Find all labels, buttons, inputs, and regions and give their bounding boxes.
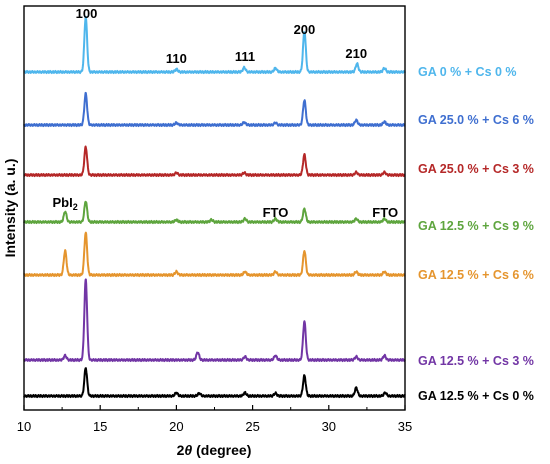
series-label: GA 12.5 % + Cs 9 %: [418, 219, 534, 233]
series-label: GA 25.0 % + Cs 6 %: [418, 113, 534, 127]
peak-annotation: FTO: [263, 205, 289, 220]
series-label: GA 12.5 % + Cs 6 %: [418, 268, 534, 282]
x-tick-label: 30: [322, 419, 336, 434]
x-tick-label: 20: [169, 419, 183, 434]
peak-annotation: 111: [235, 49, 255, 64]
peak-annotation: 200: [294, 22, 316, 37]
series-line: [23, 15, 406, 75]
x-axis-title-theta: θ: [184, 442, 192, 458]
peak-annotation-subscript: 2: [73, 202, 78, 212]
series-line: [23, 145, 406, 178]
x-tick-label: 15: [93, 419, 107, 434]
series-line: [23, 200, 406, 225]
series-label: GA 12.5 % + Cs 0 %: [418, 389, 534, 403]
peak-annotation: 210: [345, 46, 367, 61]
series-line: [23, 231, 406, 278]
plot-area-frame: [23, 5, 406, 411]
series-line: [23, 367, 406, 399]
peak-annotation: 100: [76, 6, 98, 21]
peak-annotation: 110: [166, 51, 187, 66]
x-tick-label: 25: [245, 419, 259, 434]
series-layer: [23, 15, 406, 399]
series-line: [23, 91, 406, 128]
series-label: GA 25.0 % + Cs 3 %: [418, 162, 534, 176]
peak-annotation: FTO: [372, 205, 398, 220]
x-axis-title-suffix: (degree): [192, 442, 251, 458]
series-labels: GA 0 % + Cs 0 % GA 25.0 % + Cs 6 % GA 25.0…: [418, 65, 534, 403]
peak-annotations: 100 110 111 200 210 PbI2 FTO FTO: [53, 6, 399, 220]
x-tick-label: 35: [398, 419, 412, 434]
peak-annotation: PbI2: [53, 195, 78, 212]
series-line: [23, 278, 406, 363]
y-axis-title: Intensity (a. u.): [2, 159, 18, 258]
x-axis-ticks: 10 15 20 25 30 35: [17, 405, 412, 434]
x-tick-label: 10: [17, 419, 31, 434]
series-label: GA 0 % + Cs 0 %: [418, 65, 517, 79]
x-axis-title: 2θ (degree): [177, 442, 252, 458]
x-axis-title-prefix: 2: [177, 442, 185, 458]
series-label: GA 12.5 % + Cs 3 %: [418, 354, 534, 368]
